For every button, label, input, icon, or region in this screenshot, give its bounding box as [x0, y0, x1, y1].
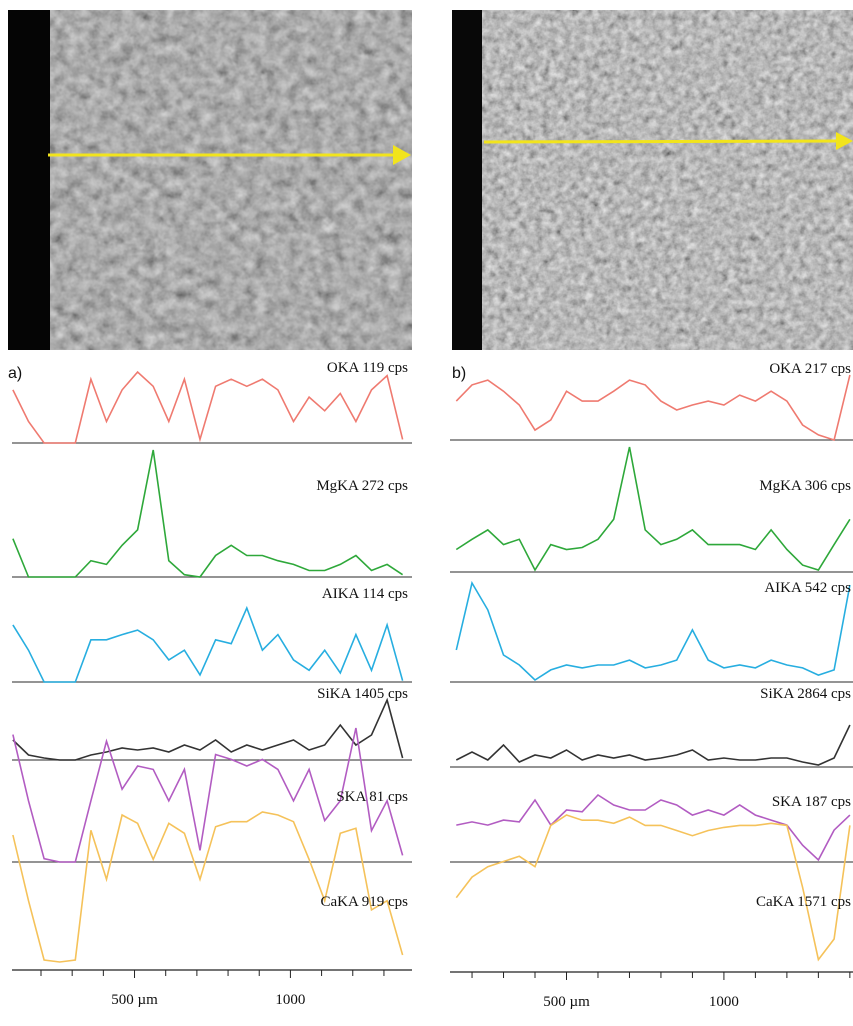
panel-label: b): [452, 365, 466, 382]
legend-label: CaKA 919 cps: [321, 894, 409, 910]
legend-label: SiKA 1405 cps: [317, 686, 408, 702]
legend-label: MgKA 306 cps: [759, 478, 851, 494]
profile-line: [456, 815, 850, 960]
x-tick-label: 1000: [709, 994, 739, 1010]
profile-line: [456, 583, 850, 680]
profile-line: [13, 700, 403, 760]
profile-line: [456, 375, 850, 440]
sem-image-a: [8, 10, 412, 350]
x-tick-label: 500 µm: [111, 992, 158, 1008]
profile-line: [13, 450, 403, 577]
profile-line: [13, 812, 403, 962]
figure: a) OKA 119 cps MgKA 272 cps AIKA 114 cps SiK…: [0, 0, 853, 1026]
legend-label: MgKA 272 cps: [316, 478, 408, 494]
profile-line: [13, 608, 403, 682]
legend-label: AIKA 114 cps: [322, 586, 408, 602]
legend-label: SKA 187 cps: [772, 794, 851, 810]
legend-label: SiKA 2864 cps: [760, 686, 851, 702]
panel-label: a): [8, 365, 22, 382]
profile-line: [13, 372, 403, 443]
sem-image-b: [452, 10, 853, 350]
x-tick-label: 500 µm: [543, 994, 590, 1010]
profile-line: [456, 725, 850, 765]
legend-label: OKA 119 cps: [327, 360, 408, 376]
legend-label: AIKA 542 cps: [764, 580, 851, 596]
legend-label: CaKA 1571 cps: [756, 894, 851, 910]
x-tick-label: 1000: [275, 992, 305, 1008]
legend-label: OKA 217 cps: [769, 361, 851, 377]
legend-label: SKA 81 cps: [336, 789, 408, 805]
profile-line: [456, 447, 850, 570]
